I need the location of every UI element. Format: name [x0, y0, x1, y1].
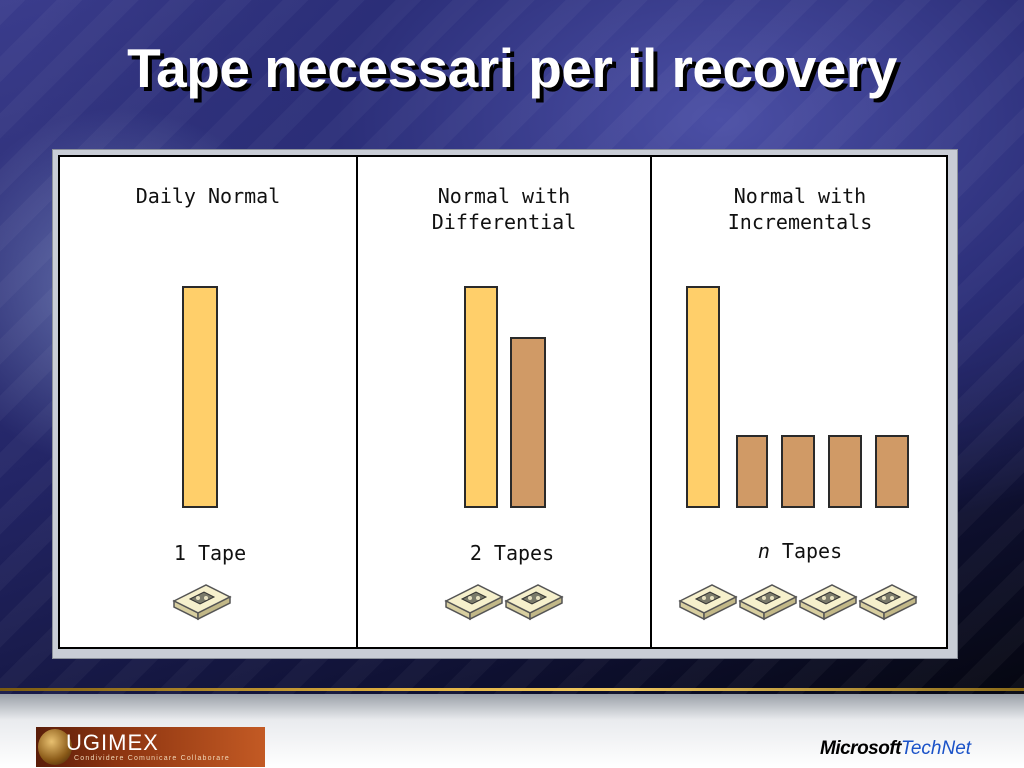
column-title: Normal with Differential [431, 184, 577, 234]
tape-cartridge-icon [858, 584, 918, 621]
normal-backup-bar [464, 286, 498, 508]
normal-backup-bar [686, 286, 720, 508]
microsoft-technet-logo: MicrosoftTechNet [820, 738, 971, 760]
backup-diagram: Daily Normal 1 Tape Normal with Differen… [58, 155, 948, 649]
technet-product: TechNet [901, 738, 972, 759]
incremental-backup-bar [828, 435, 862, 508]
normal-backup-bar [182, 286, 218, 508]
incremental-backup-bar [781, 435, 815, 508]
tape-count-label: 1 Tape [173, 541, 247, 565]
tape-count-label: n Tapes [757, 539, 843, 563]
column-normal-with-differential: Normal with Differential 2 Tapes [356, 157, 650, 647]
globe-icon [38, 729, 72, 765]
ugimex-logo: UGIMEX Condividere Comunicare Collaborar… [36, 727, 265, 767]
tape-cartridge-icon [738, 584, 798, 621]
microsoft-brand: Microsoft [820, 738, 902, 759]
column-daily-normal: Daily Normal 1 Tape [60, 157, 356, 647]
column-title: Daily Normal [135, 184, 281, 208]
incremental-backup-bar [875, 435, 909, 508]
differential-backup-bar [510, 337, 546, 508]
ugimex-logo-tagline: Condividere Comunicare Collaborare [74, 755, 230, 762]
tape-cartridge-icon [444, 584, 504, 621]
slide-title: Tape necessari per il recovery [127, 37, 897, 99]
incremental-backup-bar [736, 435, 768, 508]
footer-divider [0, 688, 1024, 691]
column-title: Normal with Incrementals [727, 184, 873, 234]
tape-cartridge-icon [172, 584, 232, 621]
tape-count-label: 2 Tapes [469, 541, 555, 565]
tape-cartridge-icon [678, 584, 738, 621]
tape-cartridge-icon [798, 584, 858, 621]
ugimex-logo-name: UGIMEX [66, 730, 159, 755]
column-normal-with-incrementals: Normal with Incrementals n Tapes [650, 157, 948, 647]
tape-cartridge-icon [504, 584, 564, 621]
